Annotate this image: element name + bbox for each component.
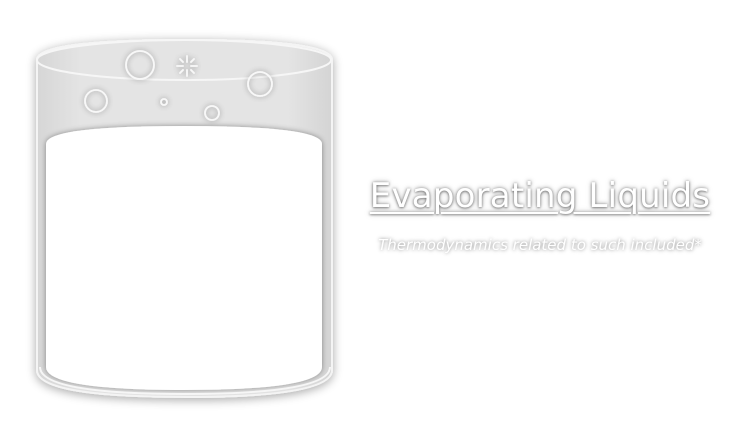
slide-subtitle: Thermodynamics related to such included* xyxy=(378,236,702,254)
bubble-icon xyxy=(84,50,273,121)
sparkle-icon xyxy=(176,55,198,77)
title-block: Evaporating Liquids Thermodynamics relat… xyxy=(350,176,730,254)
beaker-illustration xyxy=(22,22,352,417)
liquid xyxy=(46,126,322,390)
beaker-rim xyxy=(36,39,332,81)
beaker-icon xyxy=(36,38,333,399)
beaker-base-edge xyxy=(39,366,331,396)
slide-title: Evaporating Liquids xyxy=(369,176,711,216)
